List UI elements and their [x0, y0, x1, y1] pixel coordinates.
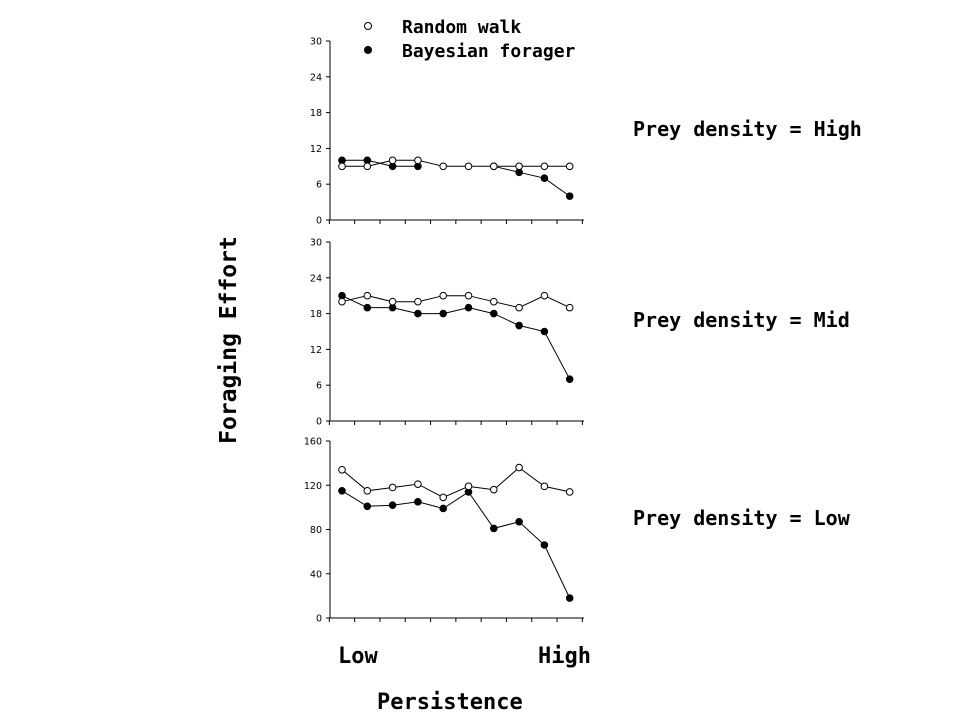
- point-random-walk: [338, 162, 346, 171]
- y-tick-label: 18: [310, 108, 322, 119]
- x-axis-label: Persistence: [377, 690, 523, 715]
- point-random-walk: [439, 493, 448, 502]
- x-low-label: Low: [338, 644, 378, 669]
- point-random-walk: [363, 486, 372, 495]
- panel-mid: 0 6 12 18 24 30: [310, 238, 584, 428]
- point-bayesian-forager: [414, 309, 422, 318]
- point-random-walk: [565, 488, 574, 496]
- point-random-walk: [515, 463, 523, 472]
- point-bayesian-forager: [540, 174, 549, 183]
- series-line-random-walk: [341, 295, 570, 309]
- y-tick-label: 0: [316, 614, 322, 625]
- point-random-walk: [439, 162, 448, 171]
- point-random-walk: [363, 162, 372, 171]
- point-bayesian-forager: [388, 501, 397, 509]
- y-tick-label: 0: [316, 417, 322, 428]
- panel-annotation-mid: Prey density = Mid: [633, 308, 850, 332]
- point-random-walk: [363, 291, 372, 300]
- series-line-random-walk: [341, 466, 570, 498]
- point-bayesian-forager: [439, 504, 448, 513]
- point-random-walk: [490, 162, 498, 171]
- point-bayesian-forager: [363, 502, 372, 511]
- point-random-walk: [388, 156, 397, 165]
- point-bayesian-forager: [490, 524, 498, 533]
- point-random-walk: [515, 162, 523, 171]
- legend-filled-marker: [364, 46, 372, 54]
- y-tick-label: 160: [304, 437, 322, 448]
- y-tick-label: 12: [310, 345, 322, 356]
- point-random-walk: [439, 291, 448, 300]
- point-random-walk: [388, 297, 397, 306]
- point-bayesian-forager: [515, 517, 523, 526]
- y-tick-label: 24: [310, 273, 322, 284]
- point-random-walk: [490, 485, 498, 494]
- point-random-walk: [338, 297, 346, 306]
- point-random-walk: [540, 482, 549, 491]
- point-bayesian-forager: [565, 375, 574, 384]
- legend: Random walk Bayesian forager: [364, 17, 576, 62]
- y-tick-label: 80: [310, 525, 322, 536]
- point-bayesian-forager: [540, 541, 549, 549]
- point-bayesian-forager: [338, 486, 346, 495]
- panel-low: 0 40 80 120 160: [304, 437, 584, 625]
- panel-high: 0 6 12 18 24 30: [310, 37, 584, 227]
- point-bayesian-forager: [515, 321, 523, 330]
- y-axis-label: Foraging Effort: [216, 236, 242, 444]
- point-bayesian-forager: [464, 303, 473, 312]
- series-line-bayesian-forager: [342, 159, 570, 197]
- point-bayesian-forager: [414, 498, 422, 506]
- y-tick-label: 30: [310, 238, 322, 249]
- point-bayesian-forager: [363, 303, 372, 312]
- point-bayesian-forager: [540, 327, 549, 336]
- point-random-walk: [515, 303, 523, 312]
- point-random-walk: [490, 297, 498, 306]
- y-tick-label: 6: [316, 180, 322, 191]
- point-random-walk: [464, 291, 473, 300]
- y-tick-label: 6: [316, 381, 322, 392]
- point-random-walk: [338, 465, 346, 474]
- legend-open-marker: [364, 22, 372, 30]
- legend-filled-label: Bayesian forager: [402, 41, 576, 62]
- series-line-bayesian-forager: [341, 490, 571, 599]
- point-bayesian-forager: [565, 192, 574, 200]
- series-line-bayesian-forager: [341, 295, 571, 380]
- y-tick-label: 0: [316, 216, 322, 227]
- point-random-walk: [565, 162, 574, 171]
- point-random-walk: [464, 162, 473, 171]
- point-bayesian-forager: [490, 309, 498, 318]
- panel-annotation-high: Prey density = High: [633, 117, 862, 141]
- y-tick-label: 24: [310, 72, 322, 83]
- y-tick-label: 30: [310, 37, 322, 48]
- point-random-walk: [414, 297, 422, 306]
- point-random-walk: [414, 156, 422, 165]
- point-random-walk: [388, 483, 397, 492]
- x-high-label: High: [538, 644, 591, 669]
- y-tick-label: 40: [310, 569, 322, 580]
- y-tick-label: 12: [310, 144, 322, 155]
- panel-annotation-low: Prey density = Low: [633, 506, 851, 530]
- y-tick-label: 120: [304, 481, 322, 492]
- legend-open-label: Random walk: [402, 17, 521, 38]
- y-tick-label: 18: [310, 309, 322, 320]
- point-random-walk: [565, 303, 574, 312]
- series-line-random-walk: [342, 159, 570, 167]
- point-random-walk: [464, 482, 473, 491]
- point-bayesian-forager: [565, 594, 574, 602]
- point-bayesian-forager: [439, 309, 448, 318]
- point-random-walk: [540, 162, 549, 171]
- point-random-walk: [540, 291, 549, 300]
- point-random-walk: [414, 480, 422, 488]
